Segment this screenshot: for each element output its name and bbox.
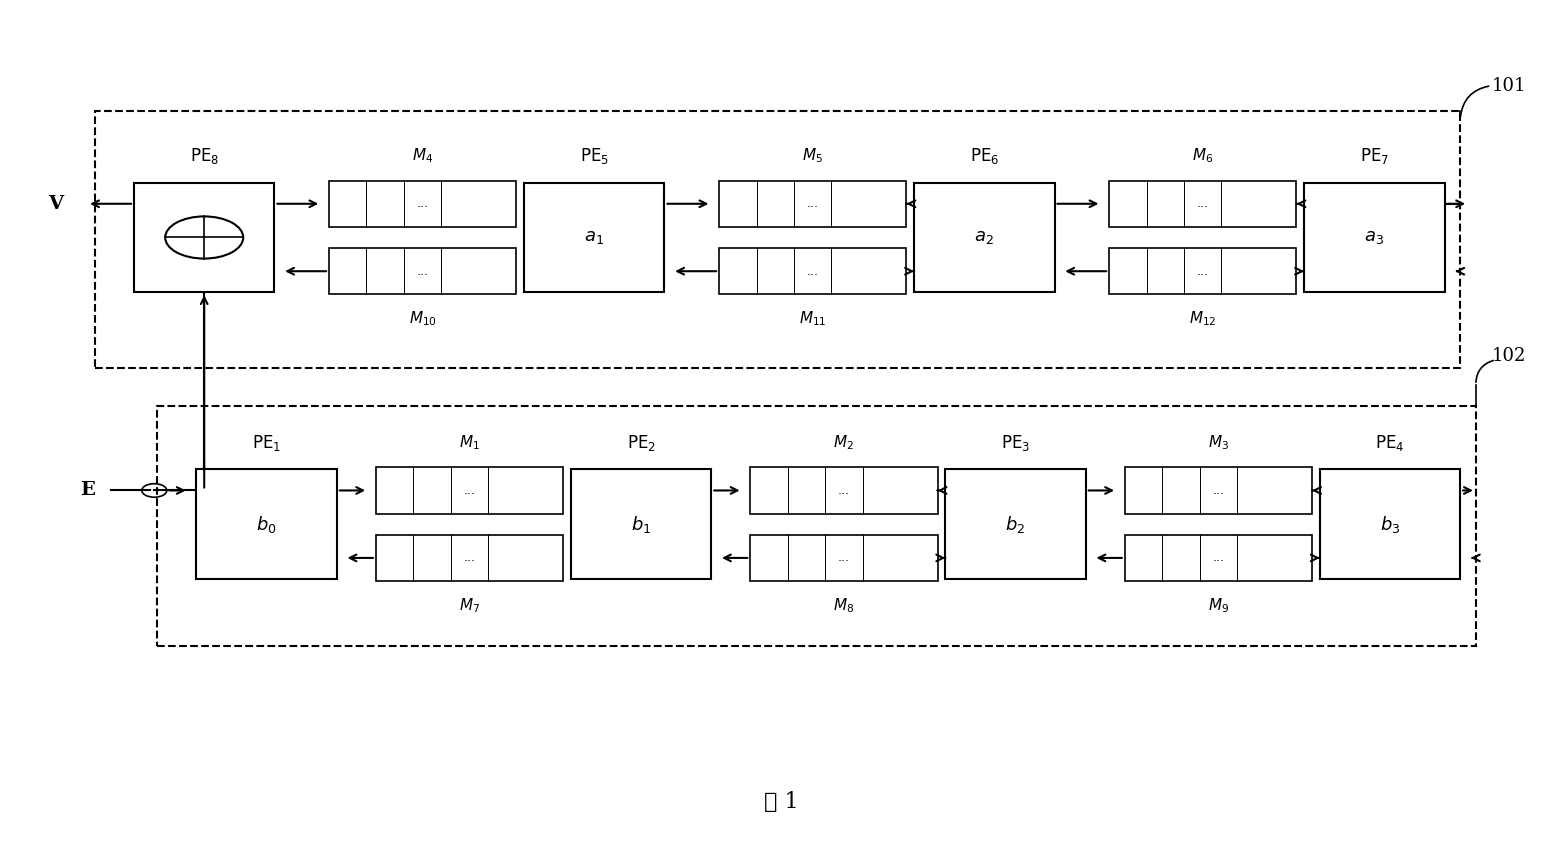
FancyBboxPatch shape — [914, 183, 1055, 293]
Text: $\mathrm{PE}_1$: $\mathrm{PE}_1$ — [252, 432, 281, 453]
Text: $\mathrm{PE}_7$: $\mathrm{PE}_7$ — [1360, 146, 1390, 166]
Text: ...: ... — [417, 197, 428, 211]
Bar — [1110, 248, 1296, 294]
Bar — [1125, 535, 1311, 581]
Bar — [1110, 180, 1296, 227]
Text: $M_7$: $M_7$ — [460, 596, 480, 615]
Bar — [719, 248, 907, 294]
Text: ...: ... — [807, 197, 819, 211]
Text: $M_4$: $M_4$ — [413, 146, 433, 166]
FancyBboxPatch shape — [134, 183, 275, 293]
Text: $M_9$: $M_9$ — [1208, 596, 1229, 615]
FancyBboxPatch shape — [570, 470, 711, 579]
Text: ...: ... — [1213, 484, 1224, 497]
Text: $M_{11}$: $M_{11}$ — [799, 310, 827, 328]
Text: $M_8$: $M_8$ — [833, 596, 855, 615]
Text: ...: ... — [1213, 552, 1224, 564]
Text: ...: ... — [1197, 197, 1208, 211]
Bar — [750, 535, 938, 581]
Text: ...: ... — [838, 552, 850, 564]
Text: $\mathit{b_0}$: $\mathit{b_0}$ — [256, 514, 277, 535]
Text: $\mathrm{PE}_2$: $\mathrm{PE}_2$ — [627, 432, 655, 453]
Text: $M_{12}$: $M_{12}$ — [1189, 310, 1216, 328]
Text: $\mathrm{PE}_5$: $\mathrm{PE}_5$ — [580, 146, 610, 166]
Text: $\mathrm{PE}_4$: $\mathrm{PE}_4$ — [1375, 432, 1405, 453]
Text: $M_3$: $M_3$ — [1208, 433, 1229, 452]
Bar — [1125, 467, 1311, 514]
Text: $\mathrm{PE}_6$: $\mathrm{PE}_6$ — [969, 146, 999, 166]
Text: ...: ... — [838, 484, 850, 497]
Text: $\mathrm{PE}_8$: $\mathrm{PE}_8$ — [189, 146, 219, 166]
Bar — [330, 248, 516, 294]
Bar — [719, 180, 907, 227]
Bar — [375, 467, 563, 514]
Text: 101: 101 — [1491, 77, 1525, 95]
Text: $\mathrm{PE}_3$: $\mathrm{PE}_3$ — [1000, 432, 1030, 453]
Bar — [330, 180, 516, 227]
Text: ...: ... — [464, 484, 475, 497]
Text: 102: 102 — [1491, 347, 1525, 365]
Text: ...: ... — [417, 265, 428, 277]
Text: $\mathit{b_2}$: $\mathit{b_2}$ — [1005, 514, 1025, 535]
Text: ...: ... — [464, 552, 475, 564]
Text: $\mathit{b_3}$: $\mathit{b_3}$ — [1380, 514, 1400, 535]
Text: $M_1$: $M_1$ — [460, 433, 480, 452]
Bar — [375, 535, 563, 581]
FancyBboxPatch shape — [1304, 183, 1444, 293]
FancyBboxPatch shape — [524, 183, 664, 293]
Text: $\mathit{a_3}$: $\mathit{a_3}$ — [1364, 228, 1385, 246]
Text: $M_6$: $M_6$ — [1193, 146, 1213, 166]
Text: V: V — [48, 195, 64, 212]
Bar — [750, 467, 938, 514]
Text: $\mathit{a_2}$: $\mathit{a_2}$ — [974, 228, 994, 246]
Text: $M_5$: $M_5$ — [802, 146, 824, 166]
Text: $\mathit{a_1}$: $\mathit{a_1}$ — [585, 228, 605, 246]
Text: ...: ... — [1197, 265, 1208, 277]
Text: $M_{10}$: $M_{10}$ — [408, 310, 436, 328]
Text: 图 1: 图 1 — [764, 792, 799, 814]
Text: E: E — [80, 481, 95, 499]
Text: $\mathit{b_1}$: $\mathit{b_1}$ — [631, 514, 652, 535]
FancyBboxPatch shape — [1319, 470, 1460, 579]
FancyBboxPatch shape — [197, 470, 338, 579]
Text: ...: ... — [807, 265, 819, 277]
FancyBboxPatch shape — [946, 470, 1086, 579]
Text: $M_2$: $M_2$ — [833, 433, 855, 452]
